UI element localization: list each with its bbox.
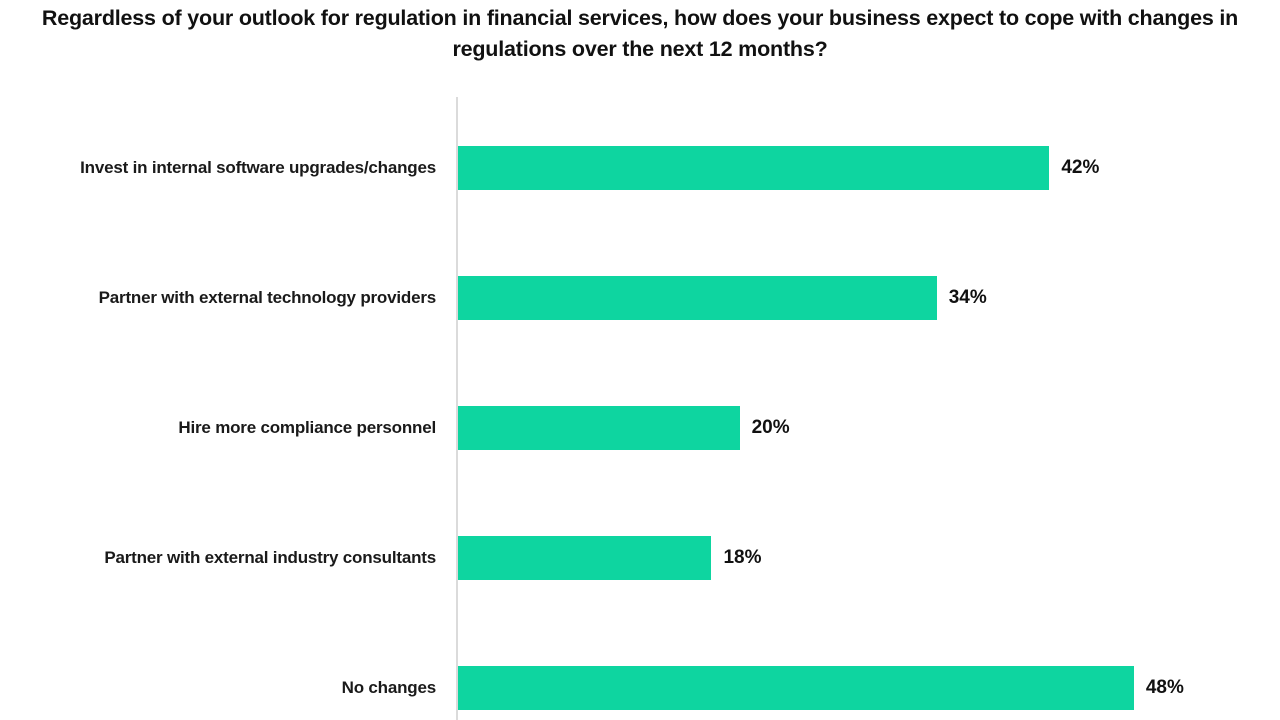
category-label: No changes <box>341 678 437 697</box>
bar-row: Hire more compliance personnel 20% <box>0 406 1280 450</box>
category-label: Hire more compliance personnel <box>178 418 436 437</box>
category-label: Invest in internal software upgrades/cha… <box>80 158 436 177</box>
chart-title: Regardless of your outlook for regulatio… <box>41 6 1239 61</box>
bar <box>458 536 712 580</box>
category-label: Partner with external industry consultan… <box>104 548 436 567</box>
y-axis-line <box>456 97 458 720</box>
bar <box>458 146 1050 190</box>
bar-row: Invest in internal software upgrades/cha… <box>0 146 1280 190</box>
bar <box>458 406 740 450</box>
bar <box>458 276 937 320</box>
value-label: 42% <box>1061 157 1100 178</box>
bar-row: No changes 48% <box>0 666 1280 710</box>
value-label: 18% <box>723 547 762 568</box>
value-label: 48% <box>1145 677 1184 698</box>
bar-row: Partner with external technology provide… <box>0 276 1280 320</box>
category-label: Partner with external technology provide… <box>98 288 437 307</box>
bar <box>458 666 1134 710</box>
value-label: 20% <box>751 417 790 438</box>
bar-row: Partner with external industry consultan… <box>0 536 1280 580</box>
value-label: 34% <box>948 287 987 308</box>
